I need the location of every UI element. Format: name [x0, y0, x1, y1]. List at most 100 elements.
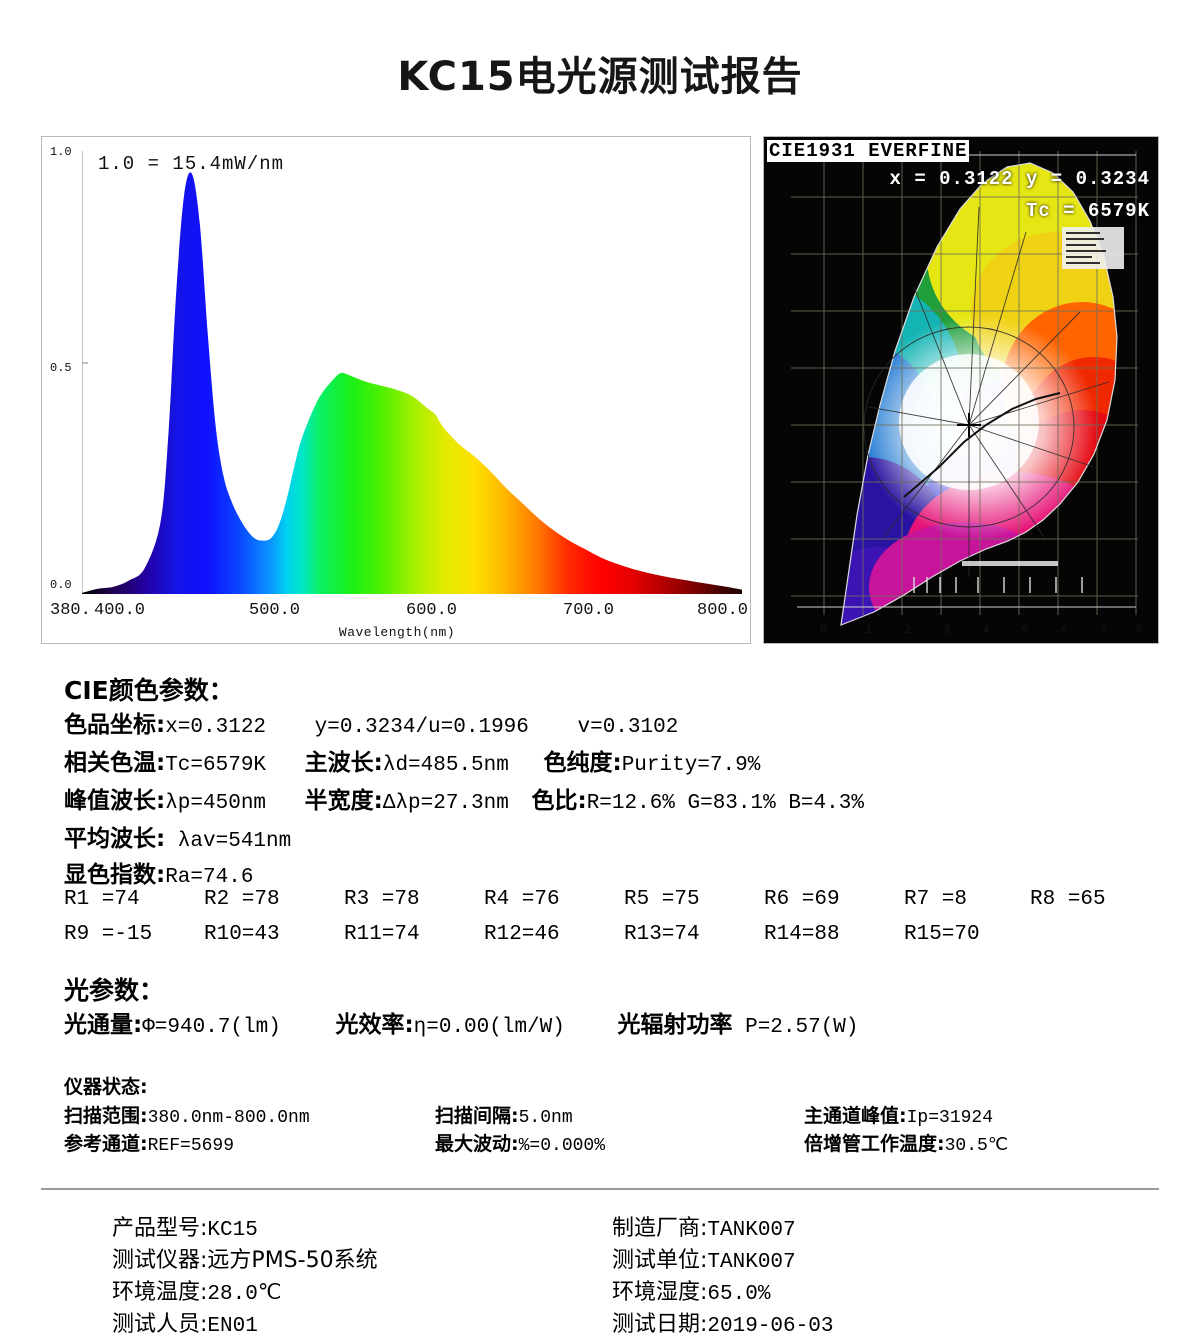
source-legend-box	[1062, 227, 1124, 269]
test-unit-value: TANK007	[707, 1251, 796, 1274]
cri-r4: R4 =76	[484, 888, 560, 911]
footer-left-row-1: 产品型号:KC15	[112, 1210, 258, 1242]
cct-row: 相关色温:Tc=6579K 主波长:λd=485.5nm 色纯度:Purity=…	[64, 743, 760, 777]
chromaticity-x-value: x=0.3122	[165, 716, 267, 739]
max-fluctuation-row: 最大波动:%=0.000%	[435, 1129, 605, 1156]
cie-readout: x = 0.3122 y = 0.3234 Tc = 6579K	[890, 163, 1150, 227]
spectrum-svg	[81, 151, 742, 594]
average-wavelength-row: 平均波长: λav=541nm	[64, 819, 291, 853]
ambient-temperature-value: 28.0℃	[207, 1283, 282, 1306]
spectrum-y-tick-1: 1.0	[50, 145, 72, 159]
ref-channel-row: 参考通道:REF=5699	[64, 1129, 234, 1156]
page-title: KC15电光源测试报告	[397, 54, 803, 100]
spectrum-x-title: Wavelength(nm)	[338, 625, 456, 640]
chromaticity-coord-row: 色品坐标:x=0.3122 y=0.3234/u=0.1996 v=0.3102	[64, 705, 678, 739]
ambient-temperature-label: 环境温度:	[112, 1280, 208, 1305]
cri-r10: R10=43	[204, 923, 280, 946]
ambient-humidity-value: 65.0%	[707, 1283, 771, 1306]
measurement-point-marker	[957, 413, 981, 437]
scan-interval-label: 扫描间隔:	[435, 1105, 519, 1127]
cie-xy-readout: x = 0.3122 y = 0.3234	[889, 168, 1150, 190]
scan-interval-row: 扫描间隔:5.0nm	[435, 1101, 573, 1128]
pmt-temperature-label: 倍增管工作温度:	[804, 1133, 945, 1155]
footer-left-row-4: 测试人员:EN01	[112, 1306, 258, 1338]
svg-text:.5: .5	[1015, 623, 1028, 636]
cie-params-heading: CIE颜色参数：	[64, 676, 234, 705]
light-params-heading: 光参数：	[64, 976, 165, 1005]
spectrum-plot	[81, 151, 742, 594]
ref-channel-label: 参考通道:	[64, 1133, 148, 1155]
radiant-power-value: P=2.57(W)	[732, 1016, 859, 1039]
scan-range-label: 扫描范围:	[64, 1105, 148, 1127]
svg-text:.7: .7	[1093, 623, 1106, 636]
test-unit-label: 测试单位:	[612, 1248, 708, 1273]
test-instrument-value: 远方PMS-50系统	[207, 1248, 378, 1273]
dominant-wavelength-value: λd=485.5nm	[382, 754, 509, 777]
cri-r6: R6 =69	[764, 888, 840, 911]
charts-row: 1.0 0.5 0.0 1.0 = 15.4mW/nm	[41, 136, 1159, 644]
cri-r15: R15=70	[904, 923, 980, 946]
purity-label: 色纯度:	[543, 750, 622, 776]
cri-row: 显色指数:Ra=74.6	[64, 855, 253, 889]
cri-value: Ra=74.6	[165, 866, 254, 889]
purity-value: Purity=7.9%	[621, 754, 761, 777]
product-model-label: 产品型号:	[112, 1216, 208, 1241]
footer-left-row-2: 测试仪器:远方PMS-50系统	[112, 1242, 378, 1274]
footer-right-row-3: 环境湿度:65.0%	[612, 1274, 770, 1306]
efficacy-value: η=0.00(lm/W)	[413, 1016, 565, 1039]
test-date-label: 测试日期:	[612, 1312, 708, 1337]
peak-wavelength-label: 峰值波长:	[64, 788, 166, 814]
scan-range-row: 扫描范围:380.0nm-800.0nm	[64, 1101, 310, 1128]
svg-text:.3: .3	[937, 623, 950, 636]
cie-chromaticity-svg: 0 .1 .2 .3 .4 .5 .6 .7 .8	[764, 137, 1158, 643]
chromaticity-v-value: v=0.3102	[577, 716, 679, 739]
cri-r8: R8 =65	[1030, 888, 1106, 911]
footer-right-row-4: 测试日期:2019-06-03	[612, 1306, 833, 1338]
chromaticity-coord-label: 色品坐标:	[64, 712, 166, 738]
ref-channel-value: REF=5699	[147, 1136, 235, 1156]
spectrum-y-tick-0: 0.0	[50, 578, 72, 592]
cct-value: Tc=6579K	[165, 754, 267, 777]
cri-r13: R13=74	[624, 923, 700, 946]
manufacturer-label: 制造厂商:	[612, 1216, 708, 1241]
cie-x-axis-labels: 0 .1 .2 .3 .4 .5 .6 .7 .8	[820, 623, 1142, 636]
spectrum-x-tick-800: 800.0	[697, 601, 749, 620]
spectrum-x-tick-700: 700.0	[563, 601, 615, 620]
spectrum-x-tick-380: 380.	[50, 601, 91, 620]
efficacy-label: 光效率:	[335, 1012, 414, 1038]
footer-right-row-2: 测试单位:TANK007	[612, 1242, 796, 1274]
svg-text:.2: .2	[898, 623, 911, 636]
average-wavelength-value: λav=541nm	[165, 830, 292, 853]
svg-text:0: 0	[820, 623, 827, 636]
cri-r1: R1 =74	[64, 888, 140, 911]
product-model-value: KC15	[207, 1219, 258, 1242]
dominant-wavelength-label: 主波长:	[304, 750, 383, 776]
color-temperature-scale	[913, 561, 1083, 593]
cct-label: 相关色温:	[64, 750, 166, 776]
chromaticity-yu-value: y=0.3234/u=0.1996	[314, 716, 529, 739]
spectrum-panel: 1.0 0.5 0.0 1.0 = 15.4mW/nm	[41, 136, 751, 644]
scan-range-value: 380.0nm-800.0nm	[147, 1108, 310, 1128]
main-peak-label: 主通道峰值:	[804, 1105, 907, 1127]
cri-r11: R11=74	[344, 923, 420, 946]
cri-r9: R9 =-15	[64, 923, 153, 946]
cie-region-dividers	[863, 206, 1110, 577]
tester-label: 测试人员:	[112, 1312, 208, 1337]
manufacturer-value: TANK007	[707, 1219, 796, 1242]
color-ratio-value: R=12.6% G=83.1% B=4.3%	[586, 792, 864, 815]
max-fluctuation-value: %=0.000%	[518, 1136, 606, 1156]
instrument-status-heading: 仪器状态:	[64, 1076, 148, 1098]
ambient-humidity-label: 环境湿度:	[612, 1280, 708, 1305]
color-ratio-label: 色比:	[531, 788, 587, 814]
cri-label: 显色指数:	[64, 862, 166, 888]
cie-diagram-panel: 0 .1 .2 .3 .4 .5 .6 .7 .8 CIE1931 EVERFI…	[763, 136, 1159, 644]
spectrum-x-axis: 380. 400.0 500.0 600.0 700.0 800.0	[42, 601, 752, 625]
cri-r2: R2 =78	[204, 888, 280, 911]
svg-text:.1: .1	[859, 623, 873, 636]
cri-r3: R3 =78	[344, 888, 420, 911]
footer-divider	[41, 1188, 1159, 1190]
spectrum-x-tick-600: 600.0	[406, 601, 458, 620]
footer-right-row-1: 制造厂商:TANK007	[612, 1210, 796, 1242]
half-width-value: Δλp=27.3nm	[382, 792, 509, 815]
main-peak-row: 主通道峰值:Ip=31924	[804, 1101, 993, 1128]
